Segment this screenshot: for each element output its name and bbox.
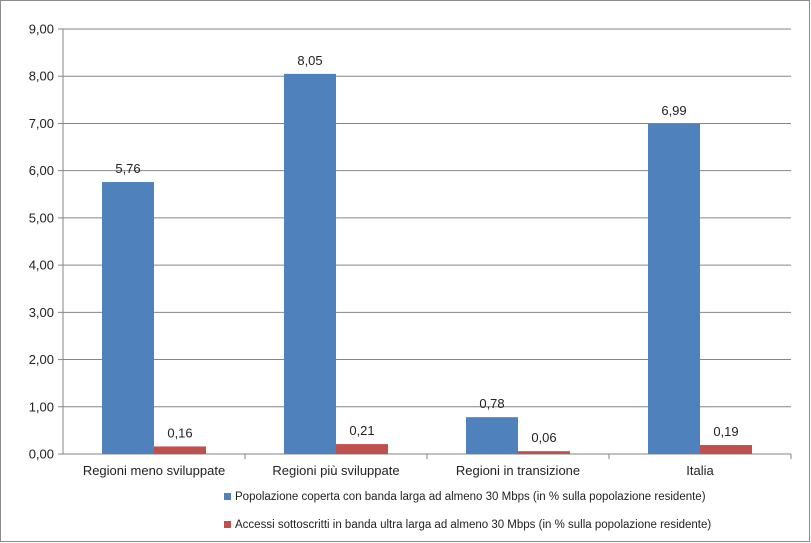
bar (648, 123, 700, 455)
y-tick-label: 4,00 (29, 258, 54, 273)
bar (336, 444, 388, 454)
x-tick-label: Regioni più sviluppate (272, 463, 399, 478)
legend-label: Popolazione coperta con banda larga ad a… (235, 491, 706, 503)
y-tick-label: 2,00 (29, 352, 54, 367)
x-tick-label: Regioni meno sviluppate (83, 463, 225, 478)
legend: Popolazione coperta con banda larga ad a… (224, 491, 711, 531)
data-label: 0,06 (531, 430, 556, 445)
legend-swatch (224, 493, 231, 500)
x-tick-label: Regioni in transizione (456, 463, 580, 478)
y-tick-label: 9,00 (29, 22, 54, 37)
bar (466, 417, 518, 454)
data-labels: 5,76 0,16 8,05 0,21 0,78 0,06 6,99 0,19 (115, 53, 738, 445)
bar (102, 182, 154, 454)
data-label: 6,99 (661, 103, 686, 118)
bar (700, 445, 752, 454)
y-tick-label: 6,00 (29, 163, 54, 178)
bars (102, 73, 752, 455)
data-label: 8,05 (297, 53, 322, 68)
y-tick-label: 7,00 (29, 116, 54, 131)
data-label: 5,76 (115, 161, 140, 176)
y-tick-label: 1,00 (29, 399, 54, 414)
data-label: 0,21 (349, 423, 374, 438)
bar (284, 73, 336, 454)
data-label: 0,16 (167, 425, 192, 440)
bar (154, 446, 206, 454)
legend-swatch (224, 521, 231, 528)
bar (518, 451, 570, 454)
legend-label: Accessi sottoscritti in banda ultra larg… (235, 519, 711, 531)
data-label: 0,78 (479, 396, 504, 411)
data-label: 0,19 (713, 424, 738, 439)
y-tick-label: 8,00 (29, 69, 54, 84)
y-tick-label: 3,00 (29, 305, 54, 320)
y-tick-label: 5,00 (29, 210, 54, 225)
y-tick-label: 0,00 (29, 447, 54, 462)
x-tick-label: Italia (686, 463, 714, 478)
axes: 0,00 1,00 2,00 3,00 4,00 5,00 6,00 7,00 8,00 9,00… (29, 22, 792, 478)
